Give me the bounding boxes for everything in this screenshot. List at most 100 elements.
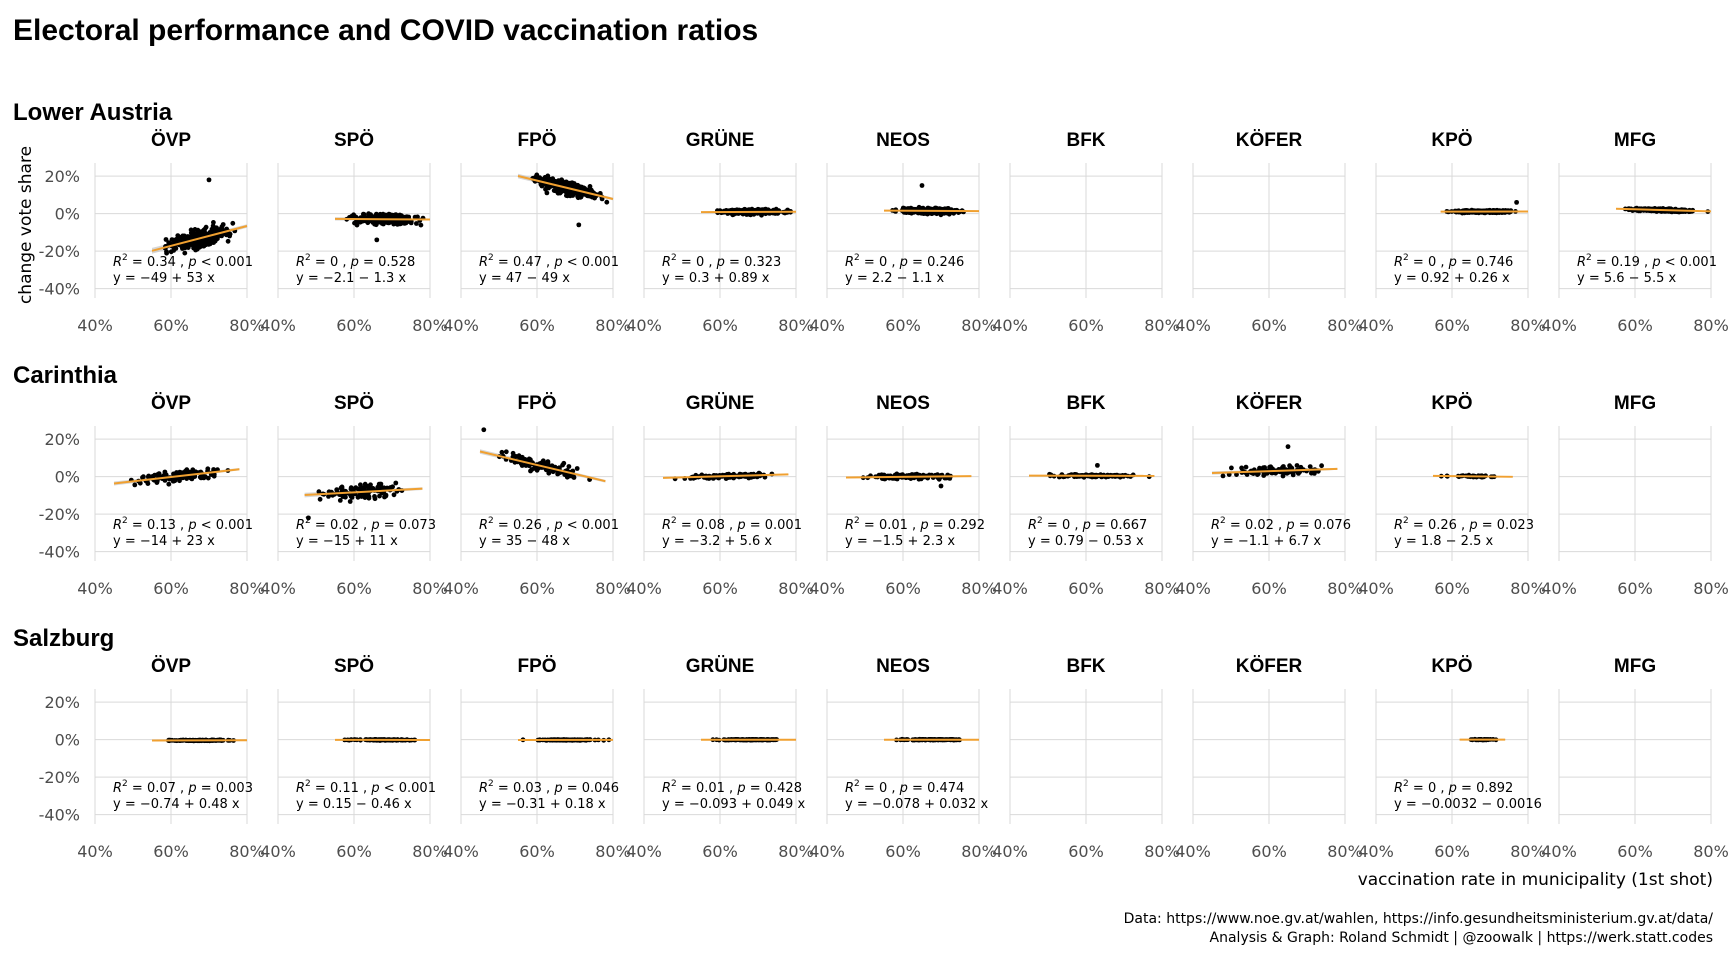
stat-r2-p: R2 = 0.13 , p < 0.001 <box>113 516 253 533</box>
data-point <box>178 236 184 242</box>
data-point <box>557 181 563 187</box>
data-point <box>164 249 169 255</box>
data-point <box>393 480 399 486</box>
data-point <box>418 222 424 228</box>
stat-r2-p: R2 = 0.01 , p = 0.428 <box>662 779 802 796</box>
data-point <box>544 183 550 189</box>
stat-equation: y = −14 + 23 x <box>113 534 215 549</box>
x-tick-label: 40% <box>1541 842 1577 861</box>
data-point <box>317 496 323 502</box>
data-point <box>1280 465 1285 470</box>
regression-line <box>479 450 606 483</box>
stat-equation: y = 35 − 48 x <box>479 534 570 549</box>
data-point <box>372 494 377 499</box>
data-point <box>408 220 414 226</box>
panel: ÖVP 40% 60% 80% 20% 0% -20% -40% R2 = 0.13 , p <… <box>39 393 265 598</box>
data-point <box>1239 465 1244 471</box>
stat-r2-p: R2 = 0.26 , p = 0.023 <box>1394 516 1534 533</box>
x-tick-label: 80% <box>595 842 631 861</box>
data-point <box>1309 470 1314 476</box>
stat-equation: y = −0.31 + 0.18 x <box>479 797 606 812</box>
data-point <box>1260 465 1266 471</box>
x-tick-label: 40% <box>260 579 296 598</box>
panel-title: ÖVP <box>151 130 191 151</box>
data-point <box>202 226 208 232</box>
x-tick-label: 60% <box>1251 316 1287 335</box>
data-point <box>523 463 529 468</box>
x-tick-label: 60% <box>1434 579 1470 598</box>
data-point <box>180 246 185 251</box>
x-tick-label: 80% <box>412 842 448 861</box>
data-point <box>188 475 194 481</box>
stat-equation: y = 47 − 49 x <box>479 271 570 286</box>
panel-title: FPÖ <box>517 130 556 151</box>
stat-r2-p: R2 = 0.01 , p = 0.292 <box>845 516 985 533</box>
x-tick-label: 60% <box>885 842 921 861</box>
stat-r2-p: R2 = 0 , p = 0.667 <box>1028 516 1147 533</box>
panel: MFG 40% 60% 80% <box>1541 656 1728 861</box>
stat-r2-p: R2 = 0.11 , p < 0.001 <box>296 779 436 796</box>
panel-title: NEOS <box>876 656 930 677</box>
data-point <box>578 194 584 200</box>
data-point <box>211 220 216 225</box>
stat-equation: y = −1.5 + 2.3 x <box>845 534 955 549</box>
region-2: Salzburg ÖVP 40% 60% 80% 20% 0% -20% -40% R2 = 0.… <box>13 625 1728 861</box>
x-tick-label: 60% <box>519 579 555 598</box>
data-point <box>316 489 322 495</box>
points <box>344 211 426 243</box>
x-tick-label: 80% <box>778 316 814 335</box>
caption-line-2: Analysis & Graph: Roland Schmidt | @zoow… <box>1210 930 1713 946</box>
data-point <box>365 484 370 489</box>
panel-title: MFG <box>1614 130 1656 151</box>
data-point <box>1220 473 1226 479</box>
regression-line <box>113 468 240 485</box>
points <box>530 172 610 228</box>
data-point <box>217 227 223 232</box>
data-point <box>604 199 610 205</box>
region-1: Carinthia ÖVP 40% 60% 80% 20% 0% -20% -40% R2 = 0… <box>13 362 1728 598</box>
data-point <box>166 240 172 246</box>
x-tick-label: 40% <box>992 579 1028 598</box>
region-title: Salzburg <box>13 625 114 652</box>
data-point <box>326 494 331 499</box>
x-tick-label: 40% <box>77 579 113 598</box>
x-tick-label: 80% <box>1693 842 1728 861</box>
x-tick-label: 40% <box>992 842 1028 861</box>
data-point <box>227 231 233 237</box>
region-title: Lower Austria <box>13 99 173 126</box>
data-point <box>510 450 516 456</box>
x-tick-label: 40% <box>1541 316 1577 335</box>
data-point <box>145 474 151 480</box>
x-tick-label: 60% <box>336 579 372 598</box>
y-axis-label: change vote share <box>16 146 36 304</box>
data-point <box>306 515 311 521</box>
panel-title: FPÖ <box>517 393 556 414</box>
panel-title: KPÖ <box>1431 130 1472 151</box>
stat-r2-p: R2 = 0.19 , p < 0.001 <box>1577 253 1717 270</box>
regression-line <box>304 487 423 497</box>
stat-equation: y = −2.1 − 1.3 x <box>296 271 406 286</box>
x-tick-label: 60% <box>1617 579 1653 598</box>
x-tick-label: 80% <box>1144 316 1180 335</box>
stat-r2-p: R2 = 0.47 , p < 0.001 <box>479 253 619 270</box>
points <box>1444 199 1519 216</box>
x-tick-label: 80% <box>595 579 631 598</box>
data-point <box>1514 199 1519 205</box>
points <box>306 480 405 521</box>
x-tick-label: 60% <box>153 316 189 335</box>
stat-equation: y = −0.078 + 0.032 x <box>845 797 988 812</box>
caption-line-1: Data: https://www.noe.gv.at/wahlen, http… <box>1124 911 1714 927</box>
panel-title: NEOS <box>876 393 930 414</box>
x-tick-label: 60% <box>702 579 738 598</box>
panel-title: BFK <box>1066 130 1105 151</box>
y-tick-label: -20% <box>39 242 80 261</box>
region-rows: Lower Austria ÖVP 40% 60% 80% 20% 0% -20% -40% R2… <box>13 99 1728 861</box>
data-point <box>169 237 175 243</box>
